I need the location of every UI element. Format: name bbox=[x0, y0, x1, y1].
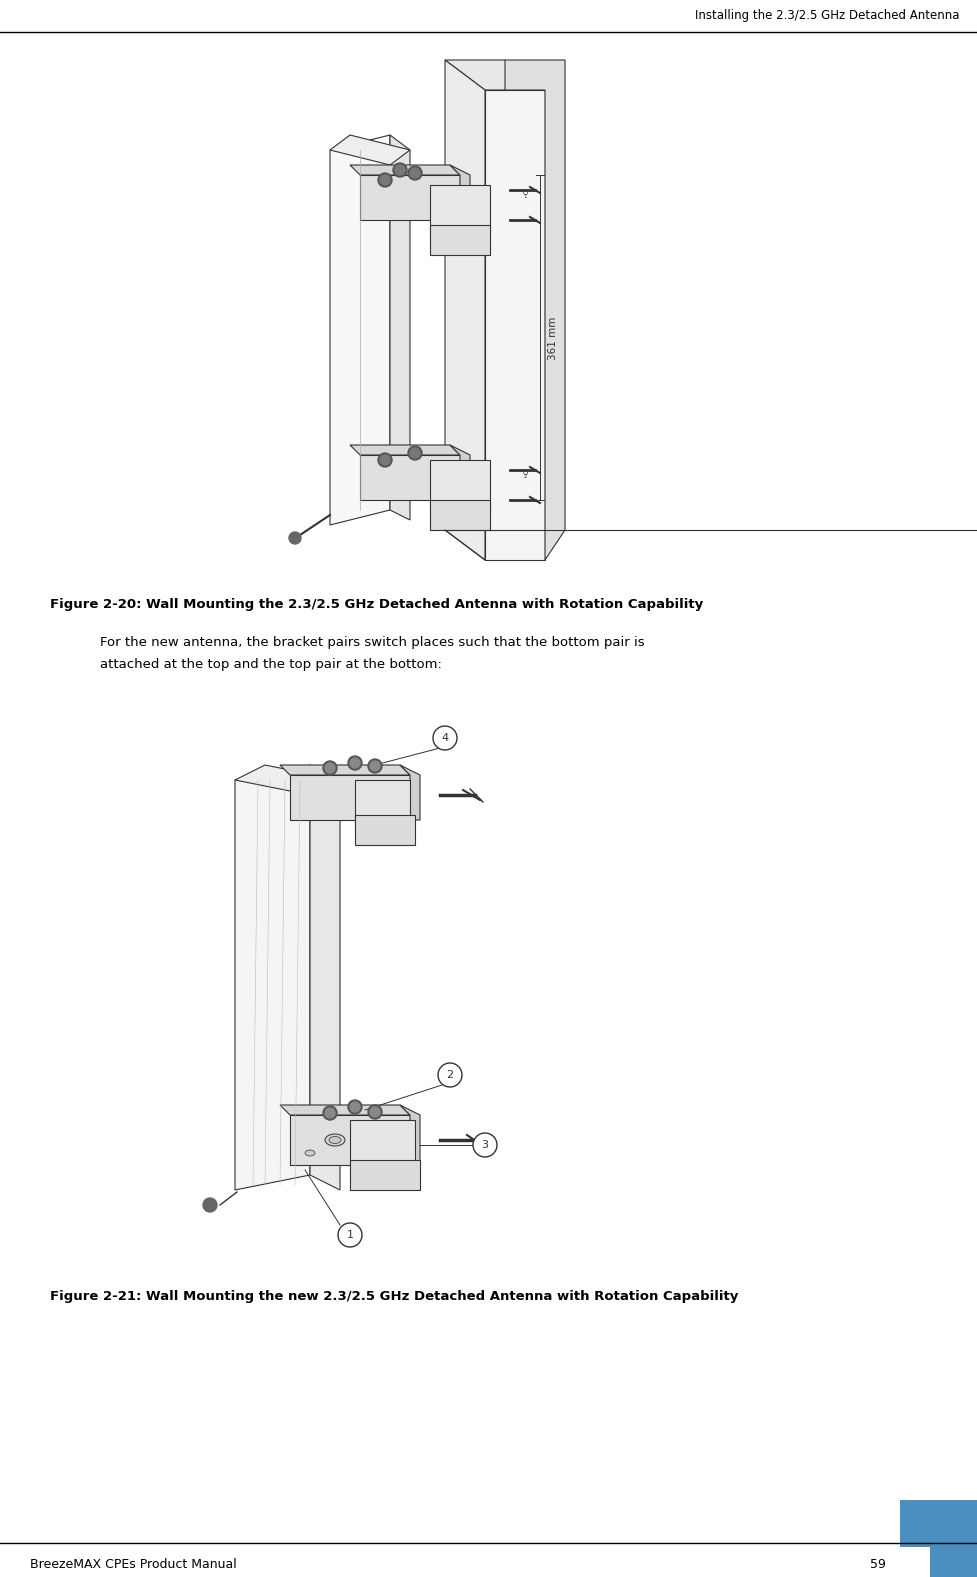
Polygon shape bbox=[355, 815, 415, 845]
Polygon shape bbox=[450, 445, 470, 500]
Circle shape bbox=[350, 1102, 360, 1112]
Circle shape bbox=[203, 1199, 217, 1213]
Text: Figure 2-21: Wall Mounting the new 2.3/2.5 GHz Detached Antenna with Rotation Ca: Figure 2-21: Wall Mounting the new 2.3/2… bbox=[50, 1290, 739, 1303]
Polygon shape bbox=[400, 765, 420, 820]
Polygon shape bbox=[360, 175, 460, 221]
Polygon shape bbox=[430, 500, 490, 530]
Polygon shape bbox=[350, 1120, 415, 1173]
Text: 361 mm: 361 mm bbox=[548, 317, 558, 360]
Polygon shape bbox=[430, 226, 490, 255]
Text: 3: 3 bbox=[482, 1140, 488, 1150]
Ellipse shape bbox=[305, 1150, 315, 1156]
Polygon shape bbox=[280, 1105, 410, 1115]
Polygon shape bbox=[390, 136, 410, 520]
Text: 59: 59 bbox=[870, 1558, 886, 1572]
Polygon shape bbox=[360, 456, 460, 500]
Circle shape bbox=[323, 1105, 337, 1120]
Circle shape bbox=[393, 162, 407, 177]
Text: O: O bbox=[523, 189, 528, 196]
Circle shape bbox=[338, 1224, 362, 1247]
Circle shape bbox=[348, 1101, 362, 1113]
Polygon shape bbox=[900, 1547, 930, 1577]
Text: 2: 2 bbox=[524, 475, 527, 479]
Circle shape bbox=[325, 763, 335, 773]
Polygon shape bbox=[430, 460, 490, 509]
Circle shape bbox=[395, 166, 405, 175]
Polygon shape bbox=[310, 765, 340, 1191]
Text: For the new antenna, the bracket pairs switch places such that the bottom pair i: For the new antenna, the bracket pairs s… bbox=[100, 636, 645, 650]
Ellipse shape bbox=[325, 1134, 345, 1146]
Circle shape bbox=[325, 1109, 335, 1118]
Polygon shape bbox=[445, 60, 485, 560]
Circle shape bbox=[410, 169, 420, 178]
Circle shape bbox=[380, 175, 390, 185]
Polygon shape bbox=[280, 765, 410, 774]
Polygon shape bbox=[330, 136, 390, 525]
Polygon shape bbox=[505, 60, 565, 560]
Polygon shape bbox=[290, 774, 410, 820]
Polygon shape bbox=[445, 60, 545, 90]
Circle shape bbox=[348, 755, 362, 770]
Polygon shape bbox=[355, 781, 410, 830]
Circle shape bbox=[370, 762, 380, 771]
Polygon shape bbox=[485, 90, 545, 560]
Polygon shape bbox=[400, 1105, 420, 1165]
Text: Installing the 2.3/2.5 GHz Detached Antenna: Installing the 2.3/2.5 GHz Detached Ante… bbox=[696, 9, 960, 22]
Text: O: O bbox=[523, 470, 528, 476]
Circle shape bbox=[473, 1132, 497, 1158]
Ellipse shape bbox=[370, 1150, 380, 1156]
Polygon shape bbox=[290, 1115, 410, 1165]
Polygon shape bbox=[330, 136, 410, 166]
Circle shape bbox=[350, 759, 360, 768]
Circle shape bbox=[289, 531, 301, 544]
Circle shape bbox=[408, 446, 422, 460]
Circle shape bbox=[380, 456, 390, 465]
Circle shape bbox=[368, 1105, 382, 1120]
Text: attached at the top and the top pair at the bottom:: attached at the top and the top pair at … bbox=[100, 658, 442, 670]
Text: 2: 2 bbox=[446, 1071, 453, 1080]
Polygon shape bbox=[350, 1161, 420, 1191]
Bar bbox=[900, 1500, 977, 1577]
Text: 4: 4 bbox=[442, 733, 448, 743]
Circle shape bbox=[410, 448, 420, 457]
Circle shape bbox=[433, 725, 457, 751]
Circle shape bbox=[378, 453, 392, 467]
Polygon shape bbox=[350, 445, 460, 456]
Polygon shape bbox=[350, 166, 460, 175]
Text: 1: 1 bbox=[347, 1230, 354, 1240]
Polygon shape bbox=[450, 166, 470, 221]
Text: 1: 1 bbox=[524, 194, 527, 200]
Circle shape bbox=[378, 173, 392, 188]
Ellipse shape bbox=[329, 1137, 341, 1143]
Circle shape bbox=[370, 1107, 380, 1117]
Polygon shape bbox=[235, 765, 340, 795]
Polygon shape bbox=[430, 185, 490, 235]
Text: BreezeMAX CPEs Product Manual: BreezeMAX CPEs Product Manual bbox=[30, 1558, 236, 1572]
Polygon shape bbox=[235, 765, 310, 1191]
Text: Figure 2-20: Wall Mounting the 2.3/2.5 GHz Detached Antenna with Rotation Capabi: Figure 2-20: Wall Mounting the 2.3/2.5 G… bbox=[50, 598, 703, 610]
Circle shape bbox=[408, 166, 422, 180]
Circle shape bbox=[438, 1063, 462, 1087]
Circle shape bbox=[323, 762, 337, 774]
Circle shape bbox=[368, 759, 382, 773]
